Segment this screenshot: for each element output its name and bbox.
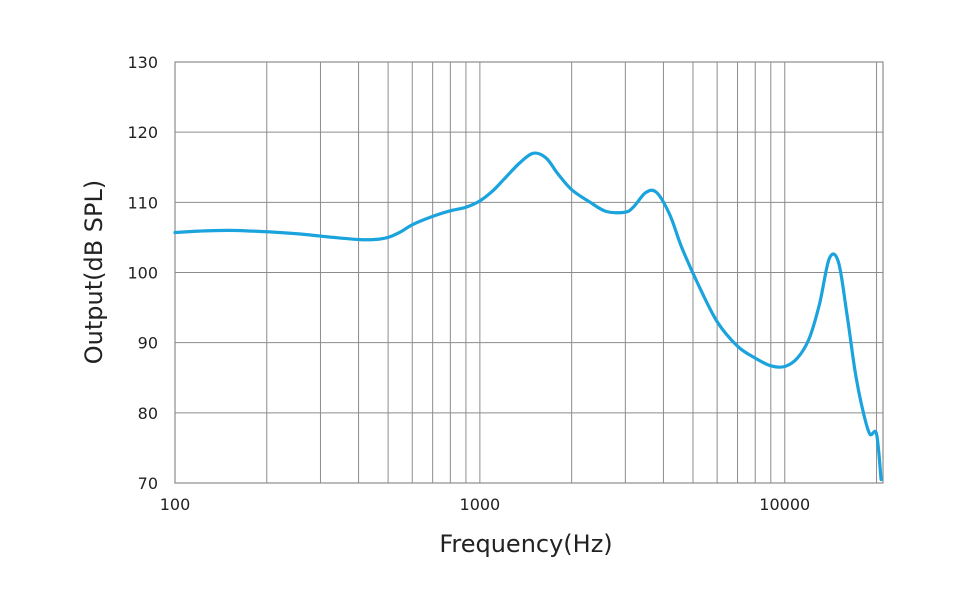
response-curve xyxy=(173,151,883,482)
x-axis-title: Frequency(Hz) xyxy=(439,530,612,558)
grid xyxy=(174,61,883,484)
y-tick-label: 100 xyxy=(127,264,158,283)
x-tick-label: 10000 xyxy=(759,495,810,514)
plot-frame xyxy=(174,61,884,484)
x-tick-label: 1000 xyxy=(460,495,501,514)
y-tick-label: 120 xyxy=(127,123,158,142)
x-axis-ticks: 100 1000 10000 xyxy=(160,495,810,514)
y-axis-title: Output(dB SPL) xyxy=(80,180,108,365)
y-tick-label: 90 xyxy=(138,334,158,353)
x-tick-label: 100 xyxy=(160,495,191,514)
y-tick-label: 80 xyxy=(138,404,158,423)
y-tick-label: 110 xyxy=(127,193,158,212)
y-tick-label: 70 xyxy=(138,474,158,493)
y-axis-ticks: 130 120 110 100 90 80 70 xyxy=(127,53,158,493)
y-tick-label: 130 xyxy=(127,53,158,72)
